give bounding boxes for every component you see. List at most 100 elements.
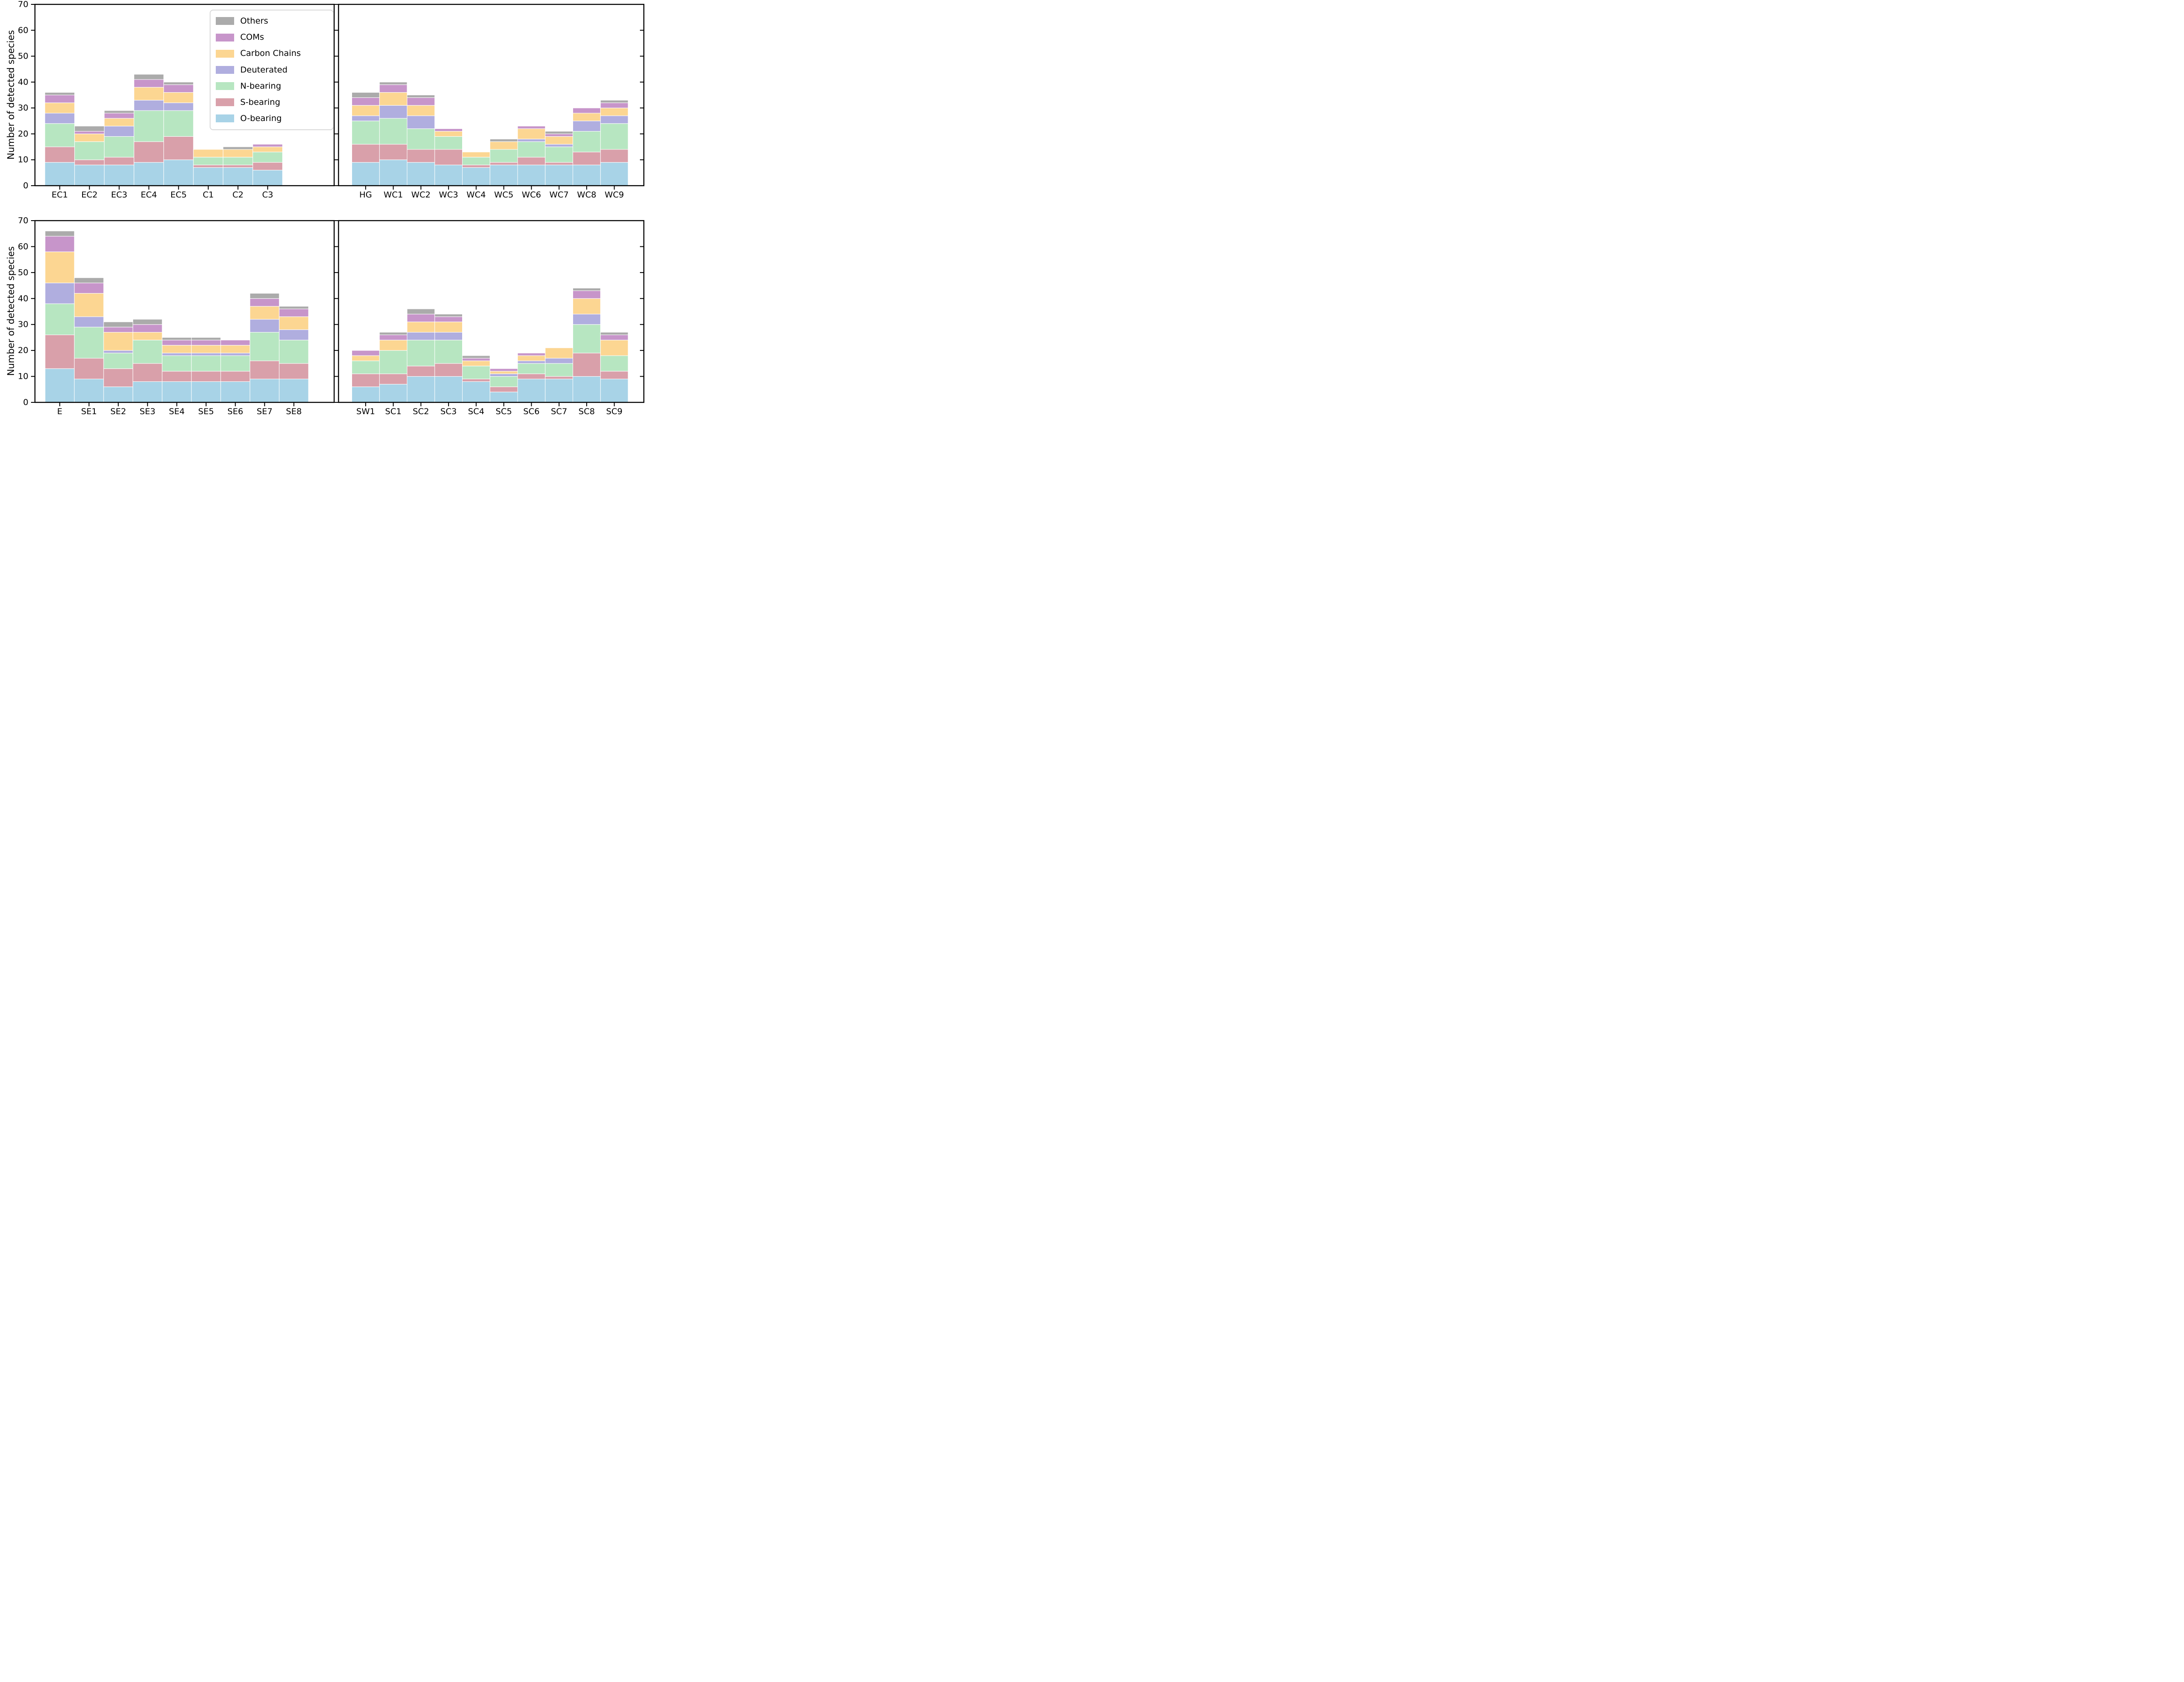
bar-segment-HG-Deuterated bbox=[352, 115, 380, 121]
bar-segment-SE5-Carbon Chains bbox=[191, 345, 221, 353]
x-tick-label-EC2: EC2 bbox=[81, 190, 97, 200]
bar-segment-SE2-Deuterated bbox=[103, 350, 133, 353]
bar-segment-SE8-Deuterated bbox=[279, 329, 309, 340]
x-tick-label-WC8: WC8 bbox=[577, 190, 596, 200]
bar-segment-EC5-Others bbox=[163, 82, 194, 85]
bar-segment-SC1-N-bearing bbox=[379, 350, 408, 374]
bar-segment-SE1-Deuterated bbox=[74, 316, 104, 328]
bar-segment-C3-N-bearing bbox=[252, 152, 283, 163]
bar-segment-SW1-O-bearing bbox=[352, 386, 380, 403]
bar-segment-HG-Carbon Chains bbox=[352, 105, 380, 116]
bar-segment-WC8-S-bearing bbox=[573, 152, 601, 166]
bar-segment-WC3-Carbon Chains bbox=[434, 131, 463, 137]
bar-segment-HG-Others bbox=[352, 92, 380, 98]
bar-segment-EC1-Others bbox=[45, 92, 75, 95]
bar-segment-WC4-O-bearing bbox=[462, 167, 491, 186]
x-tick-label-WC6: WC6 bbox=[522, 190, 541, 200]
bar-segment-SE8-Others bbox=[279, 306, 309, 309]
bar-segment-EC3-COMs bbox=[104, 113, 135, 119]
bar-segment-WC6-S-bearing bbox=[517, 157, 546, 166]
bar-segment-SE7-N-bearing bbox=[249, 332, 280, 361]
bar-segment-SC9-Carbon Chains bbox=[600, 339, 629, 356]
bar-segment-SE5-COMs bbox=[191, 339, 221, 346]
bar-segment-WC9-Deuterated bbox=[600, 115, 629, 124]
bar-segment-EC3-O-bearing bbox=[104, 165, 135, 186]
y-tick-label: 20 bbox=[18, 129, 28, 138]
x-tick-label-SC7: SC7 bbox=[551, 407, 567, 416]
bar-segment-SC6-Carbon Chains bbox=[517, 355, 546, 361]
bar-segment-EC1-Carbon Chains bbox=[45, 102, 75, 114]
bar-segment-SE5-O-bearing bbox=[191, 381, 221, 403]
bar-segment-SE4-N-bearing bbox=[162, 355, 192, 372]
legend-swatch-deuterated bbox=[216, 66, 234, 74]
x-tick-label-EC4: EC4 bbox=[141, 190, 157, 200]
bar-segment-SC3-S-bearing bbox=[434, 363, 463, 377]
bar-segment-WC7-COMs bbox=[545, 133, 573, 137]
bar-segment-WC3-N-bearing bbox=[434, 136, 463, 150]
bar-segment-WC1-S-bearing bbox=[379, 144, 408, 160]
bar-segment-SW1-Carbon Chains bbox=[352, 355, 380, 361]
bar-segment-SE7-S-bearing bbox=[249, 360, 280, 380]
bar-segment-EC3-N-bearing bbox=[104, 136, 135, 158]
bar-segment-WC7-O-bearing bbox=[545, 165, 573, 186]
bar-segment-SE8-S-bearing bbox=[279, 363, 309, 380]
bar-segment-WC1-O-bearing bbox=[379, 159, 408, 186]
legend-item-label: S-bearing bbox=[240, 97, 280, 107]
bar-segment-SE1-Carbon Chains bbox=[74, 293, 104, 317]
legend-item: Others bbox=[216, 17, 325, 26]
bar-segment-WC2-COMs bbox=[407, 97, 435, 106]
bar-segment-SC3-COMs bbox=[434, 316, 463, 322]
x-tick-label-C1: C1 bbox=[203, 190, 214, 200]
legend-item-label: N-bearing bbox=[240, 81, 281, 91]
plot-area: SW1 SC1 SC2 SC3 SC4 SC5 SC6 SC7 SC8 SC9 bbox=[335, 220, 645, 416]
x-tick-label-SC3: SC3 bbox=[440, 407, 456, 416]
bar-segment-WC6-COMs bbox=[517, 126, 546, 129]
bar-segment-SE7-Others bbox=[249, 293, 280, 299]
bar-segment-SE4-Deuterated bbox=[162, 353, 192, 356]
x-tick-label-E: E bbox=[57, 407, 62, 416]
bar-segment-E-Carbon Chains bbox=[45, 251, 75, 284]
x-tick-label-SE8: SE8 bbox=[286, 407, 302, 416]
bar-segment-EC3-S-bearing bbox=[104, 157, 135, 166]
bar-segment-SC5-Carbon Chains bbox=[490, 371, 518, 374]
legend-item: S-bearing bbox=[216, 97, 325, 107]
bar-segment-SE1-Others bbox=[74, 277, 104, 284]
bar-segment-SE4-S-bearing bbox=[162, 371, 192, 382]
bar-segment-SC6-N-bearing bbox=[517, 363, 546, 374]
bar-segment-WC4-N-bearing bbox=[462, 157, 491, 166]
x-tick-label-SC6: SC6 bbox=[523, 407, 539, 416]
bar-segment-E-N-bearing bbox=[45, 303, 75, 335]
bar-segment-EC3-Others bbox=[104, 110, 135, 114]
bar-segment-SE3-Carbon Chains bbox=[132, 332, 162, 340]
bar-segment-E-Deuterated bbox=[45, 283, 75, 304]
y-tick-label: 40 bbox=[18, 294, 28, 303]
y-tick-label: 70 bbox=[18, 0, 28, 9]
bar-segment-WC2-O-bearing bbox=[407, 162, 435, 186]
bar-segment-WC6-N-bearing bbox=[517, 141, 546, 158]
bar-segment-WC8-COMs bbox=[573, 107, 601, 114]
bar-segment-WC1-Carbon Chains bbox=[379, 92, 408, 106]
bar-segment-WC4-S-bearing bbox=[462, 165, 491, 168]
bar-segment-EC5-Deuterated bbox=[163, 102, 194, 111]
bar-segment-SE1-COMs bbox=[74, 283, 104, 294]
bar-segment-EC2-S-bearing bbox=[74, 159, 105, 166]
bar-segment-C3-O-bearing bbox=[252, 170, 283, 186]
bar-segment-WC2-Carbon Chains bbox=[407, 105, 435, 116]
bar-segment-WC5-Carbon Chains bbox=[490, 141, 518, 150]
legend-item: COMs bbox=[216, 33, 325, 42]
bar-segment-SE4-Others bbox=[162, 337, 192, 340]
bar-segment-SC7-O-bearing bbox=[545, 379, 573, 403]
y-tick-label: 50 bbox=[18, 268, 28, 277]
bar-segment-C1-O-bearing bbox=[193, 167, 224, 186]
bar-segment-EC4-Others bbox=[134, 74, 164, 80]
y-tick-label: 0 bbox=[23, 181, 28, 190]
bar-segment-EC1-COMs bbox=[45, 95, 75, 103]
y-tick-label: 20 bbox=[18, 346, 28, 355]
x-tick-label-WC7: WC7 bbox=[549, 190, 569, 200]
x-tick-label-SE5: SE5 bbox=[198, 407, 214, 416]
legend-swatch-n-bearing bbox=[216, 82, 234, 90]
bar-segment-SE6-O-bearing bbox=[220, 381, 250, 403]
bar-segment-EC1-S-bearing bbox=[45, 146, 75, 163]
bar-segment-WC9-O-bearing bbox=[600, 162, 629, 186]
bar-segment-WC8-O-bearing bbox=[573, 165, 601, 186]
